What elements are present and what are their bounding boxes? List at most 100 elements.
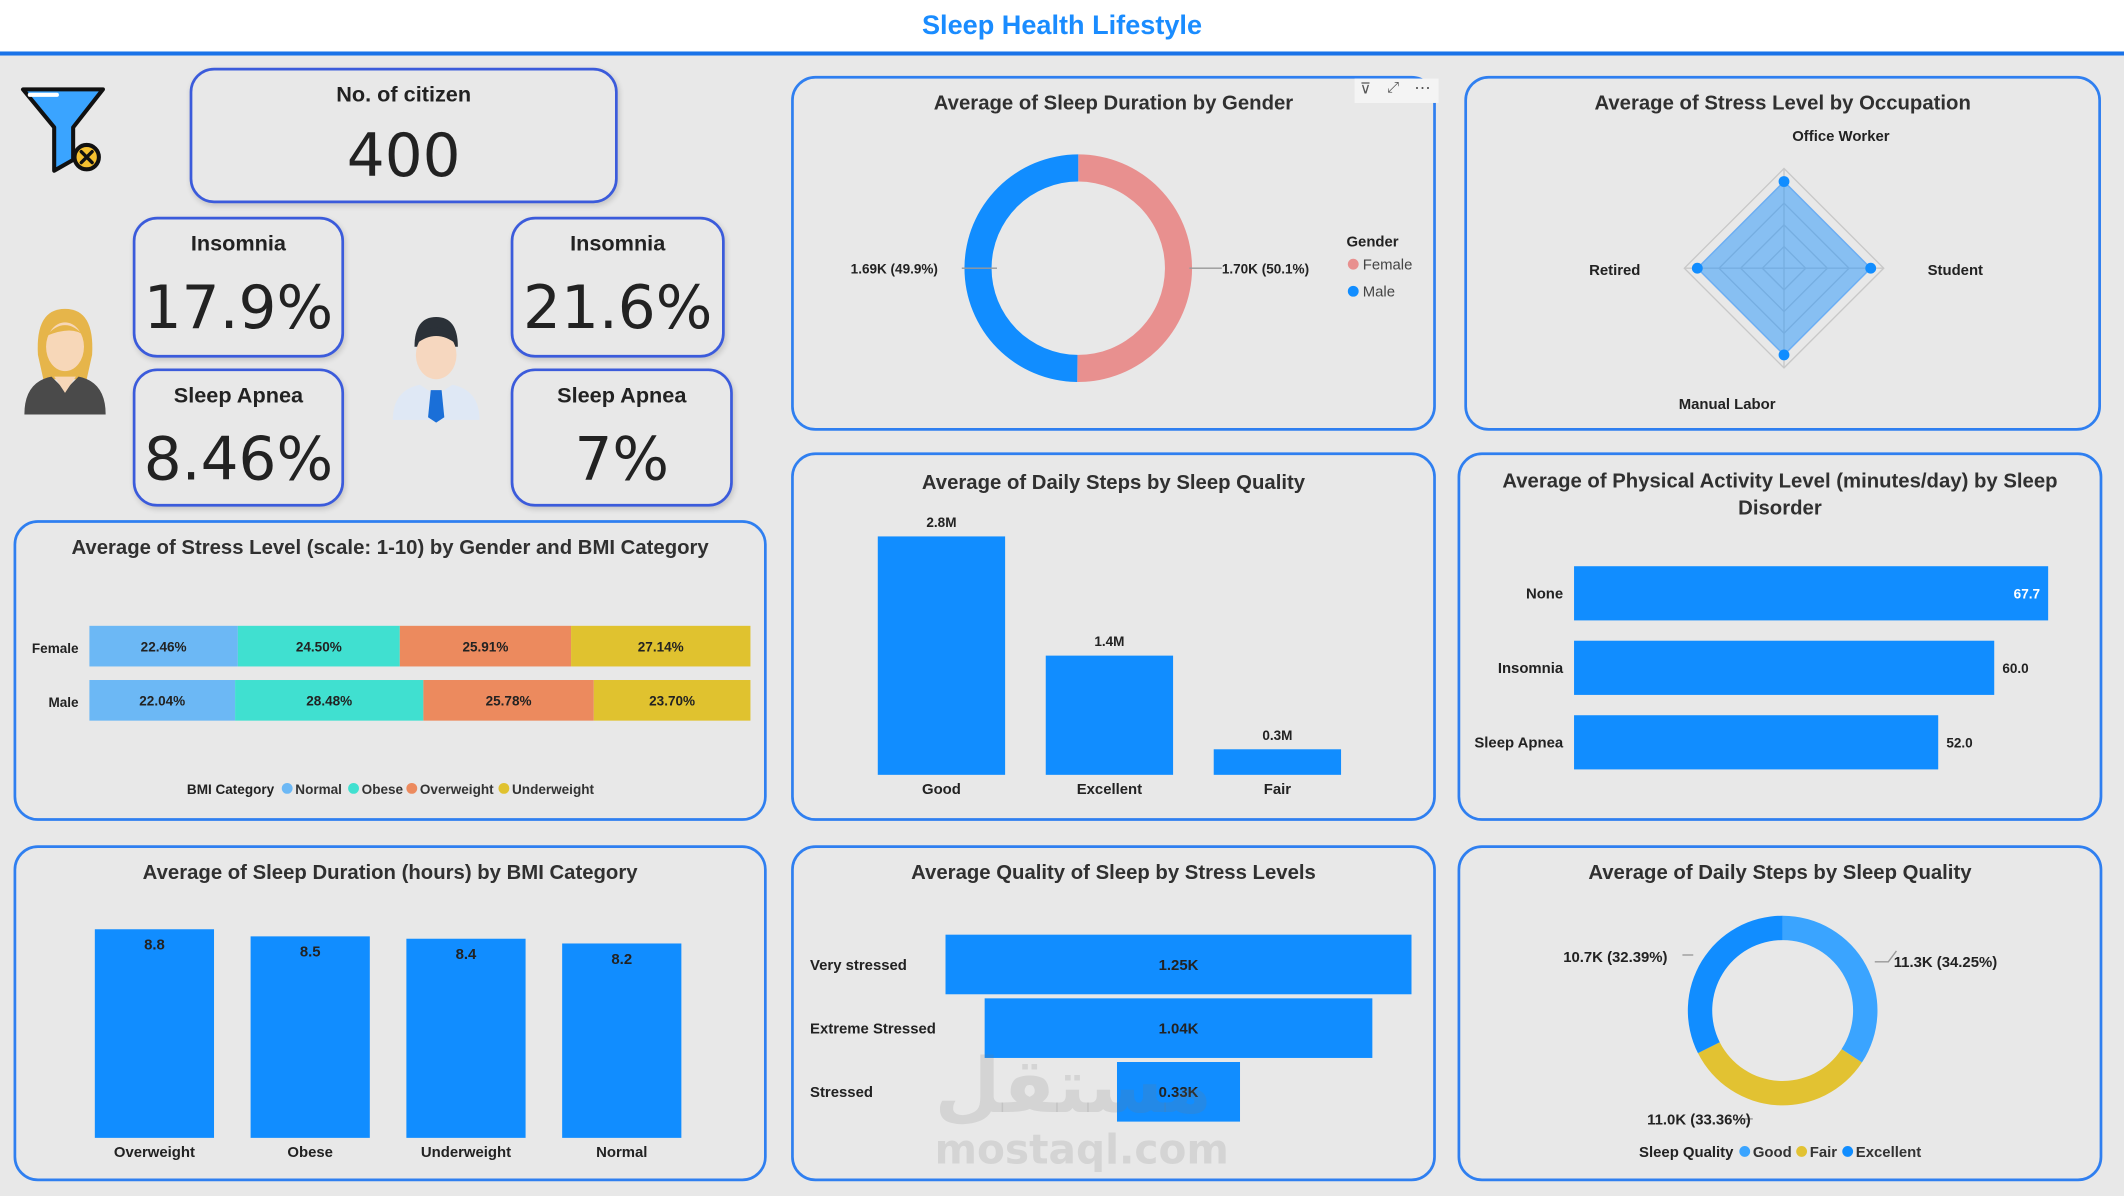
kpi-female-insomnia-value: 17.9% — [143, 273, 334, 343]
card-duration-bmi[interactable]: Average of Sleep Duration (hours) by BMI… — [13, 845, 767, 1182]
legend-marker-underweight — [498, 782, 510, 794]
activity-bar-label: 52.0 — [1946, 736, 1972, 751]
stack-segment-label: 25.91% — [462, 640, 508, 655]
funnel-category: Stressed — [810, 1085, 873, 1101]
filter-icon[interactable]: ⊽ — [1360, 81, 1371, 98]
gender-donut-female — [1077, 154, 1193, 382]
card-steps-quality[interactable]: Average of Daily Steps by Sleep Quality … — [791, 452, 1436, 821]
header-bar: Sleep Health Lifestyle — [0, 0, 2124, 56]
funnel-bar — [945, 934, 1412, 995]
card-sleep-duration-gender[interactable]: Average of Sleep Duration by Gender ⊽ ⤢ … — [791, 75, 1439, 431]
donut-legend-excellent: Excellent — [1856, 1145, 1921, 1161]
more-options-icon[interactable]: ⋯ — [1414, 78, 1431, 98]
stack-segment — [235, 680, 424, 721]
stack-segment — [89, 625, 238, 667]
stack-segment-label: 24.50% — [296, 640, 342, 655]
steps-donut-slice — [1687, 915, 1783, 1054]
kpi-female-insomnia-label: Insomnia — [190, 232, 286, 257]
filter-clear-icon[interactable] — [19, 81, 108, 176]
stack-segment-label: 27.14% — [638, 640, 684, 655]
page-title: Sleep Health Lifestyle — [921, 10, 1203, 41]
card-activity-disorder[interactable]: Average of Physical Activity Level (minu… — [1457, 452, 2103, 821]
radar-label-student: Student — [1928, 263, 1983, 279]
funnel-bar-label: 1.25K — [1159, 958, 1199, 974]
legend-normal: Normal — [295, 782, 342, 797]
card-steps-quality-donut[interactable]: Average of Daily Steps by Sleep Quality … — [1457, 845, 2103, 1182]
kpi-female-apnea-value: 8.46% — [143, 425, 334, 495]
steps-bar-label: 0.3M — [1262, 728, 1292, 743]
chart-title: Average of Stress Level by Occupation — [1594, 92, 1971, 116]
kpi-male-insomnia-label: Insomnia — [570, 232, 666, 257]
activity-bar — [1574, 566, 2049, 621]
activity-bar-svg: 67.7 None 60.0 Insomnia 52.0 Sleep Apnea — [1474, 566, 2049, 770]
watermark-arabic: مستقل — [934, 1043, 1213, 1132]
funnel-bar-label: 0.33K — [1159, 1085, 1199, 1101]
card-stress-gender-bmi[interactable]: Average of Stress Level (scale: 1-10) by… — [13, 520, 767, 821]
card-stress-occupation[interactable]: Average of Stress Level by Occupation Of… — [1464, 75, 2101, 431]
gender-legend-female: Female — [1363, 258, 1413, 274]
female-avatar-icon — [19, 301, 111, 417]
focus-mode-icon[interactable]: ⤢ — [1387, 79, 1400, 97]
radar-point — [1865, 262, 1877, 274]
chart-title: Average of Physical Activity Level (minu… — [1502, 470, 2058, 521]
kpi-citizens-value: 400 — [346, 121, 461, 191]
radar-point — [1778, 176, 1790, 187]
donut-legend-title: Sleep Quality — [1639, 1145, 1734, 1161]
duration-bar — [562, 943, 682, 1138]
stack-segment-label: 22.04% — [139, 694, 185, 709]
steps-bar-label: 2.8M — [926, 515, 956, 530]
kpi-citizens-label: No. of citizen — [336, 83, 472, 108]
steps-category: Good — [922, 782, 961, 798]
activity-category: Sleep Apnea — [1474, 736, 1564, 752]
stacked-bar-svg: Female Male 22.46% 24.50% 25.91% 27.14% 22.0… — [32, 625, 751, 797]
activity-category: Insomnia — [1498, 661, 1564, 677]
steps-bar — [1213, 749, 1342, 775]
chart-title: Average of Daily Steps by Sleep Quality — [1588, 861, 1972, 885]
kpi-female-insomnia: Insomnia 17.9% — [132, 216, 345, 358]
donut-legend-good: Good — [1753, 1145, 1792, 1161]
activity-category: None — [1526, 587, 1563, 603]
gender-legend-title: Gender — [1346, 235, 1398, 251]
stack-segment-label: 28.48% — [306, 694, 352, 709]
stack-segment — [89, 680, 236, 721]
funnel-bar — [984, 998, 1373, 1058]
chart-title: Average of Sleep Duration by Gender — [933, 92, 1294, 116]
bmi-legend-title: BMI Category — [187, 782, 275, 797]
duration-category: Obese — [287, 1145, 333, 1161]
kpi-male-insomnia-value: 21.6% — [523, 273, 713, 343]
stack-segment-label: 23.70% — [649, 694, 695, 709]
steps-donut-svg: 11.3K (34.25%) 11.0K (33.36%) 10.7K (32.… — [1563, 915, 1998, 1161]
duration-category: Normal — [596, 1145, 647, 1161]
activity-bar-label: 67.7 — [2014, 587, 2040, 602]
steps-column-svg: 2.8M Good 1.4M Excellent 0.3M Fair — [877, 515, 1342, 798]
duration-category: Overweight — [114, 1145, 195, 1161]
kpi-female-apnea: Sleep Apnea 8.46% — [132, 368, 345, 507]
radar-point — [1691, 262, 1703, 274]
steps-donut-slice — [1697, 1042, 1862, 1106]
radar-point — [1778, 349, 1790, 361]
donut-label-good: 11.3K (34.25%) — [1894, 955, 1998, 971]
donut-label-excellent: 10.7K (32.39%) — [1563, 950, 1667, 966]
funnel-bar — [1116, 1062, 1241, 1122]
radar-label-retired: Retired — [1589, 263, 1640, 279]
donut-legend-fair: Fair — [1810, 1145, 1838, 1161]
steps-bar — [877, 536, 1006, 775]
duration-column-svg: 8.8 Overweight 8.5 Obese 8.4 Underweight 8.2 No… — [94, 929, 682, 1161]
activity-bar-label: 60.0 — [2002, 661, 2028, 676]
gender-donut-male — [964, 154, 1079, 382]
card-quality-stress[interactable]: Average Quality of Sleep by Stress Level… — [791, 845, 1436, 1182]
steps-bar — [1045, 655, 1174, 775]
duration-bar-label: 8.8 — [144, 938, 165, 954]
legend-underweight: Underweight — [512, 782, 594, 797]
funnel-svg: 1.25K Very stressed 1.04K Extreme Stressed 0… — [810, 934, 1412, 1122]
kpi-male-apnea-label: Sleep Apnea — [557, 384, 687, 408]
activity-bar — [1574, 715, 1939, 770]
donut-label-fair: 11.0K (33.36%) — [1647, 1112, 1751, 1128]
radar-area — [1696, 180, 1872, 356]
legend-marker-male — [1347, 285, 1359, 297]
stack-segment-label: 22.46% — [141, 640, 187, 655]
legend-obese: Obese — [362, 782, 404, 797]
kpi-male-apnea-value: 7% — [574, 425, 670, 495]
legend-marker-female — [1347, 258, 1359, 270]
kpi-female-apnea-label: Sleep Apnea — [173, 384, 304, 408]
